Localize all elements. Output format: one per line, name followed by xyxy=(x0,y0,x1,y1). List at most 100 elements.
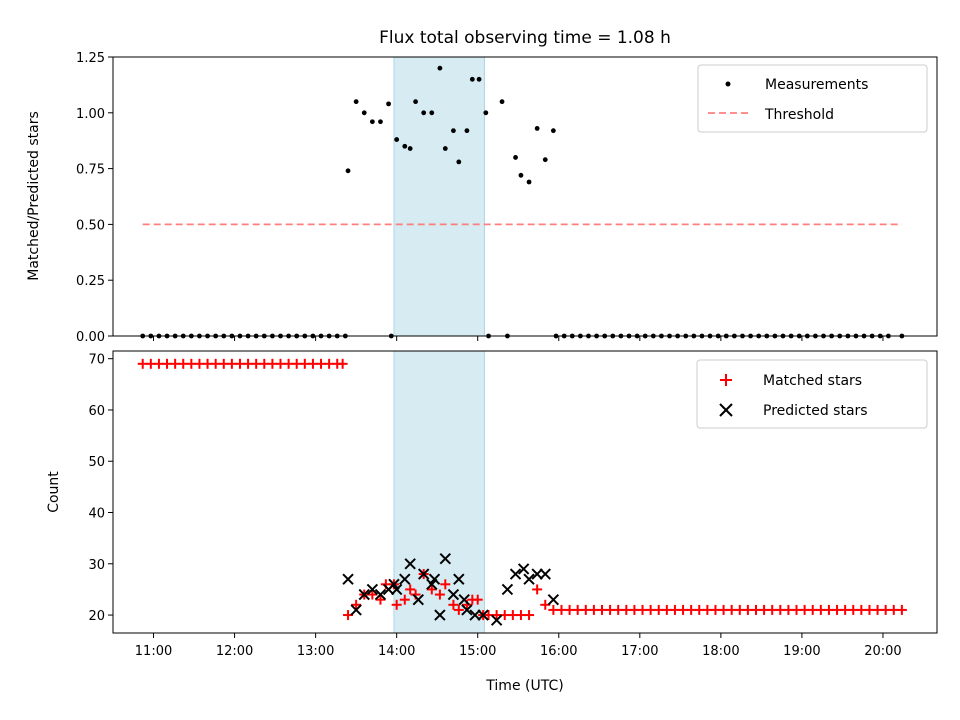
measurement-point xyxy=(402,143,408,149)
measurement-points xyxy=(140,65,905,339)
matched-point xyxy=(337,358,348,369)
measurement-point xyxy=(518,172,524,178)
predicted-point xyxy=(517,563,530,575)
top-x-ticks xyxy=(153,336,884,341)
bottom-x-ticks: 11:00 12:00 13:00 14:00 15:00 16:00 17:00 18:00… xyxy=(135,633,902,659)
measurement-point xyxy=(442,146,448,151)
measurement-point xyxy=(542,157,548,163)
bottom-ytick-label: 30 xyxy=(88,558,105,573)
predicted-point xyxy=(501,583,514,596)
measurement-point xyxy=(361,110,367,116)
bottom-xtick-label: 12:00 xyxy=(216,644,253,659)
bottom-ylabel: Count xyxy=(46,471,62,513)
predicted-point-b xyxy=(390,583,403,596)
bottom-ytick-label: 40 xyxy=(88,507,105,522)
legend-measurements-label: Measurements xyxy=(765,77,868,93)
measurement-point xyxy=(437,65,443,71)
measurement-point xyxy=(483,110,489,116)
predicted-point xyxy=(390,583,403,596)
predicted-point-b xyxy=(523,573,535,585)
measurement-point xyxy=(476,76,482,82)
predicted-point-b xyxy=(447,588,460,601)
measurement-point xyxy=(407,146,413,151)
bottom-xtick-label: 19:00 xyxy=(783,644,820,659)
predicted-point-b xyxy=(539,568,551,580)
measurement-point xyxy=(369,119,375,125)
predicted-point-b xyxy=(428,573,441,585)
measurement-point xyxy=(456,159,462,165)
predicted-point-b xyxy=(417,568,430,580)
bottom-xtick-label: 18:00 xyxy=(702,644,739,659)
matched-point xyxy=(391,599,402,610)
top-ytick-label: 0.75 xyxy=(76,163,105,178)
predicted-point xyxy=(477,609,489,621)
predicted-point xyxy=(453,573,465,585)
predicted-point xyxy=(523,573,535,585)
predicted-point-b xyxy=(531,568,543,580)
predicted-point-b xyxy=(509,568,522,580)
predicted-point xyxy=(458,593,470,606)
matched-points xyxy=(137,358,907,621)
predicted-point-b xyxy=(342,573,354,585)
matched-point xyxy=(405,584,416,595)
predicted-point-b xyxy=(366,583,379,596)
bottom-xlabel: Time (UTC) xyxy=(485,678,563,694)
top-ylabel: Matched/Predicted stars xyxy=(26,111,42,281)
predicted-point xyxy=(358,588,370,601)
bottom-xtick-label: 14:00 xyxy=(378,644,415,659)
measurement-point xyxy=(413,99,418,105)
measurement-point xyxy=(451,128,456,134)
measurement-point xyxy=(526,179,532,185)
measurement-point xyxy=(469,76,475,82)
measurement-point xyxy=(394,137,400,142)
top-ytick-label: 0.00 xyxy=(76,330,105,345)
matched-point xyxy=(448,599,459,610)
bottom-xtick-label: 11:00 xyxy=(135,644,172,659)
bottom-xtick-label: 16:00 xyxy=(540,644,577,659)
matched-point xyxy=(524,610,535,621)
predicted-point xyxy=(447,588,460,601)
top-ytick-label: 1.00 xyxy=(76,107,105,122)
predicted-point-b xyxy=(358,588,370,601)
bottom-xtick-label: 17:00 xyxy=(621,644,658,659)
predicted-point xyxy=(439,552,452,565)
top-ytick-label: 0.50 xyxy=(76,218,105,233)
matched-point xyxy=(426,584,437,595)
chart-title: Flux total observing time = 1.08 h xyxy=(379,28,671,48)
matched-point xyxy=(351,599,362,610)
predicted-point-b xyxy=(388,578,400,590)
predicted-point xyxy=(539,568,551,580)
measurement-point xyxy=(429,110,435,116)
bottom-xtick-label: 20:00 xyxy=(864,644,901,659)
predicted-point-b xyxy=(458,593,470,606)
top-legend: Measurements Threshold xyxy=(697,64,928,133)
predicted-point xyxy=(342,573,354,585)
measurement-point xyxy=(345,168,351,174)
predicted-point-b xyxy=(404,558,416,570)
predicted-point xyxy=(461,604,473,616)
measurement-point xyxy=(464,128,470,134)
bottom-ytick-label: 70 xyxy=(88,353,105,368)
predicted-point-b xyxy=(517,563,530,575)
legend-threshold-label: Threshold xyxy=(764,107,834,123)
predicted-point-b xyxy=(547,593,560,606)
bottom-legend-box xyxy=(696,359,928,429)
bottom-panel: 20 30 40 50 60 70 11:00 12:00 13:00 14:00 15:00 16… xyxy=(46,350,938,694)
top-y-ticks: 0.00 0.25 0.50 0.75 1.00 1.25 xyxy=(76,51,113,345)
top-ytick-label: 1.25 xyxy=(76,51,105,66)
bottom-legend: Matched stars Predicted stars xyxy=(696,359,928,429)
predicted-point xyxy=(428,573,441,585)
measurement-point xyxy=(353,99,359,105)
predicted-point-b xyxy=(477,609,489,621)
bottom-y-ticks: 20 30 40 50 60 70 xyxy=(88,353,113,624)
legend-predicted-label: Predicted stars xyxy=(763,403,868,419)
matched-point xyxy=(399,594,410,605)
predicted-point-b xyxy=(399,573,411,585)
predicted-point xyxy=(509,568,522,580)
matched-point xyxy=(532,584,543,595)
predicted-point xyxy=(374,588,387,601)
predicted-point-b xyxy=(501,583,514,596)
predicted-point xyxy=(531,568,543,580)
predicted-point-b xyxy=(453,573,465,585)
